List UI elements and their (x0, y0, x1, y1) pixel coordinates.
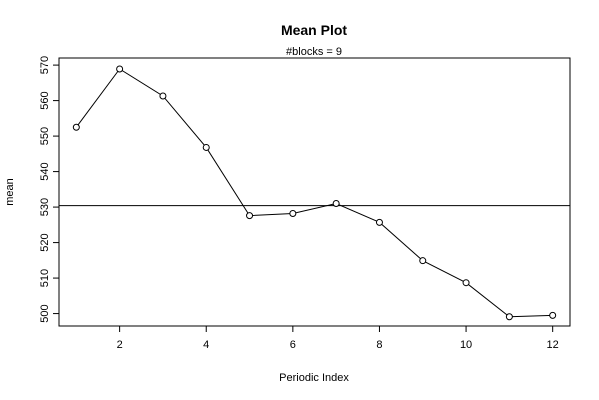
data-point (549, 311, 557, 319)
x-tick-label: 8 (376, 339, 382, 351)
data-point (332, 200, 340, 208)
x-axis: 2 4 6 8 10 12 (117, 325, 559, 351)
data-point (202, 143, 210, 151)
data-point (246, 212, 254, 220)
data-point (462, 279, 470, 287)
data-point (375, 218, 383, 226)
chart-title: Mean Plot (281, 22, 347, 38)
data-point (505, 313, 513, 321)
plot-frame (58, 57, 571, 327)
series-line (75, 68, 553, 318)
y-tick-label: 530 (39, 198, 51, 216)
y-tick-label: 570 (39, 56, 51, 74)
x-tick-label: 6 (290, 339, 296, 351)
x-axis-label: Periodic Index (279, 372, 349, 384)
y-axis: 500 510 520 530 540 550 560 570 (39, 56, 60, 323)
y-tick-label: 550 (39, 127, 51, 145)
x-tick-label: 2 (117, 339, 123, 351)
y-tick-label: 540 (39, 162, 51, 180)
data-point (116, 65, 124, 73)
x-tick-label: 10 (460, 339, 472, 351)
y-tick-label: 520 (39, 233, 51, 251)
y-tick-label: 510 (39, 269, 51, 287)
data-point (72, 123, 80, 131)
y-axis-label: mean (4, 178, 16, 206)
data-point (159, 92, 167, 100)
chart-subtitle: #blocks = 9 (286, 46, 342, 58)
y-tick-label: 560 (39, 91, 51, 109)
data-point (419, 257, 427, 265)
data-points (72, 65, 557, 321)
data-point (289, 209, 297, 217)
x-tick-label: 12 (547, 339, 559, 351)
x-tick-label: 4 (203, 339, 209, 351)
y-tick-label: 500 (39, 304, 51, 322)
